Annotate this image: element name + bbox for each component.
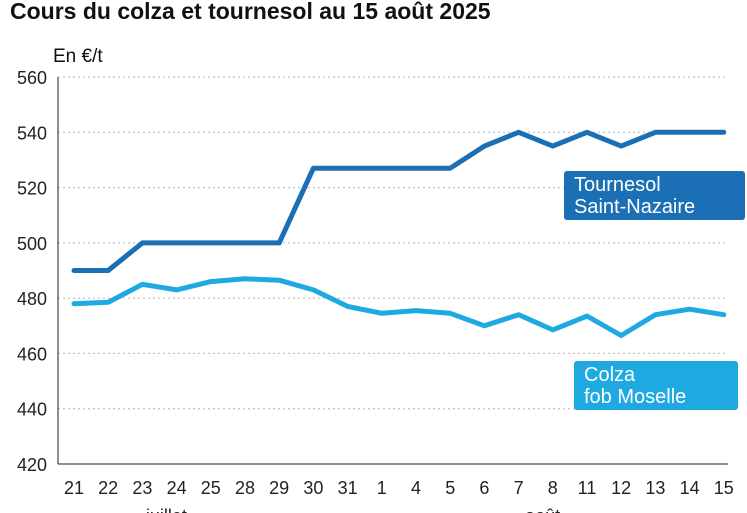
month-labels: juillet août <box>145 506 560 513</box>
y-tick-480: 480 <box>17 289 47 309</box>
series-lines <box>71 129 727 338</box>
x-tick-29: 29 <box>269 478 289 498</box>
x-tick-24: 24 <box>167 478 187 498</box>
legend-colza: Colza fob Moselle <box>574 361 738 410</box>
legend-colza-line1: Colza <box>584 364 636 386</box>
y-tick-labels: 420 440 460 480 500 520 540 560 <box>17 68 47 475</box>
x-tick-28: 28 <box>235 478 255 498</box>
y-tick-520: 520 <box>17 179 47 199</box>
series-line-1 <box>71 276 727 338</box>
y-tick-420: 420 <box>17 455 47 475</box>
x-tick-23: 23 <box>132 478 152 498</box>
x-tick-1: 1 <box>377 478 387 498</box>
x-tick-21: 21 <box>64 478 84 498</box>
x-tick-25: 25 <box>201 478 221 498</box>
x-tick-15: 15 <box>714 478 734 498</box>
y-tick-560: 560 <box>17 68 47 88</box>
axes <box>57 77 728 465</box>
gridlines <box>58 76 728 410</box>
x-tick-13: 13 <box>645 478 665 498</box>
month-label-13: août <box>525 506 560 513</box>
legend-tournesol: Tournesol Saint-Nazaire <box>564 171 745 220</box>
x-tick-14: 14 <box>680 478 700 498</box>
x-tick-8: 8 <box>548 478 558 498</box>
y-tick-500: 500 <box>17 234 47 254</box>
y-tick-540: 540 <box>17 123 47 143</box>
x-tick-12: 12 <box>611 478 631 498</box>
x-tick-11: 11 <box>578 478 597 498</box>
x-tick-5: 5 <box>445 478 455 498</box>
series-line-0 <box>71 129 727 273</box>
x-tick-6: 6 <box>479 478 489 498</box>
chart-title: Cours du colza et tournesol au 15 août 2… <box>10 0 491 24</box>
y-tick-460: 460 <box>17 344 47 364</box>
x-tick-31: 31 <box>338 478 358 498</box>
y-tick-440: 440 <box>17 400 47 420</box>
y-axis-label: En €/t <box>53 46 103 67</box>
x-tick-7: 7 <box>514 478 524 498</box>
x-tick-4: 4 <box>411 478 421 498</box>
legend-colza-line2: fob Moselle <box>584 386 687 408</box>
legend-tournesol-line1: Tournesol <box>574 174 661 196</box>
x-tick-22: 22 <box>98 478 118 498</box>
x-tick-30: 30 <box>303 478 323 498</box>
month-label-2: juillet <box>145 506 187 513</box>
legend-tournesol-line2: Saint-Nazaire <box>574 196 696 218</box>
x-tick-labels: 21 22 23 24 25 28 29 30 31 1 4 5 6 7 8 11 12 13 14 15 <box>64 478 734 498</box>
